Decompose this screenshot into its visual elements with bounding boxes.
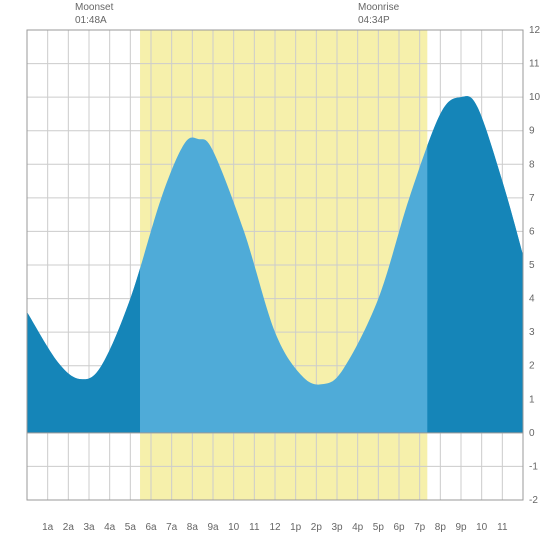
svg-text:4p: 4p (352, 522, 364, 533)
svg-text:10: 10 (529, 92, 541, 103)
svg-text:11: 11 (497, 522, 508, 533)
svg-text:5a: 5a (125, 522, 137, 533)
svg-text:2p: 2p (311, 522, 323, 533)
svg-text:4a: 4a (104, 522, 116, 533)
svg-text:6a: 6a (145, 522, 157, 533)
moonset-label: Moonset (75, 2, 113, 15)
svg-text:1p: 1p (290, 522, 302, 533)
svg-text:11: 11 (249, 522, 260, 533)
svg-text:3p: 3p (331, 522, 343, 533)
svg-text:12: 12 (529, 25, 541, 36)
svg-text:9p: 9p (455, 522, 467, 533)
moonrise-label: Moonrise (358, 2, 399, 15)
svg-text:7p: 7p (414, 522, 426, 533)
svg-text:8p: 8p (435, 522, 447, 533)
svg-text:9a: 9a (207, 522, 219, 533)
svg-text:5: 5 (529, 260, 535, 271)
svg-text:0: 0 (529, 428, 535, 439)
svg-text:9: 9 (529, 126, 535, 137)
svg-text:5p: 5p (373, 522, 385, 533)
svg-text:7a: 7a (166, 522, 178, 533)
svg-text:-2: -2 (529, 495, 538, 506)
svg-text:2: 2 (529, 361, 535, 372)
svg-text:1a: 1a (42, 522, 54, 533)
svg-text:1: 1 (529, 394, 535, 405)
svg-text:-1: -1 (529, 461, 538, 472)
svg-text:7: 7 (529, 193, 535, 204)
svg-text:3a: 3a (83, 522, 95, 533)
svg-text:8: 8 (529, 159, 535, 170)
svg-text:8a: 8a (187, 522, 199, 533)
svg-text:6: 6 (529, 226, 535, 237)
svg-text:6p: 6p (393, 522, 405, 533)
moonrise-block: Moonrise 04:34P (358, 2, 399, 27)
moonset-block: Moonset 01:48A (75, 2, 113, 27)
svg-text:10: 10 (476, 522, 488, 533)
moonrise-time: 04:34P (358, 15, 399, 28)
svg-text:4: 4 (529, 294, 535, 305)
svg-text:2a: 2a (63, 522, 75, 533)
tide-chart-container: Moonset 01:48A Moonrise 04:34P -2-101234… (0, 0, 550, 550)
moonset-time: 01:48A (75, 15, 113, 28)
svg-text:10: 10 (228, 522, 240, 533)
svg-text:12: 12 (269, 522, 281, 533)
svg-text:11: 11 (529, 59, 540, 70)
tide-chart-svg: -2-101234567891011121a2a3a4a5a6a7a8a9a10… (0, 0, 550, 550)
svg-text:3: 3 (529, 327, 535, 338)
